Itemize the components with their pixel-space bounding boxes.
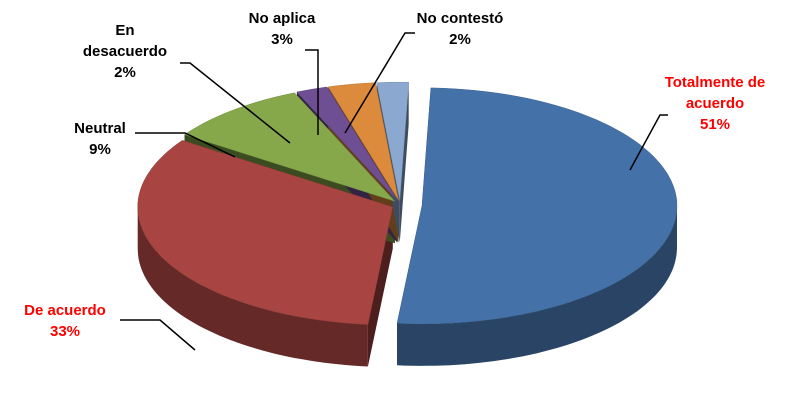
value-label: 3%	[271, 31, 293, 48]
value-label: 51%	[699, 116, 731, 133]
slice-wall	[399, 82, 409, 243]
value-label: 2%	[449, 31, 471, 48]
category-label: De acuerdo	[24, 302, 106, 319]
leader-line	[180, 62, 291, 144]
slice	[183, 92, 396, 202]
value-label: 33%	[49, 323, 81, 340]
leader-line	[120, 319, 196, 351]
leader-lines	[120, 32, 668, 351]
leader-line	[344, 32, 415, 134]
slice-side	[397, 205, 677, 366]
leader-line	[629, 114, 668, 171]
category-label: No aplica	[248, 10, 316, 27]
category-label: Totalmente de acuerdo	[664, 74, 766, 112]
pie	[137, 81, 678, 367]
slice	[376, 81, 409, 201]
leader-line	[135, 132, 236, 158]
leader-line	[305, 49, 319, 135]
value-label: 9%	[89, 141, 111, 158]
category-label: En desacuerdo	[82, 22, 168, 60]
slice-label: En desacuerdo 2%	[78, 20, 173, 83]
slice-label: De acuerdo 33%	[5, 300, 125, 342]
slice-label: No aplica 3%	[232, 8, 332, 50]
slice	[296, 86, 398, 201]
slice-label: No contestó 2%	[405, 8, 515, 50]
slice	[396, 87, 678, 325]
value-label: 2%	[114, 64, 136, 81]
slice-side	[137, 207, 368, 367]
slice	[137, 140, 393, 325]
slice-label: Neutral 9%	[50, 118, 150, 160]
slice-label: Totalmente de acuerdo 51%	[645, 72, 785, 135]
category-label: Neutral	[74, 120, 126, 137]
slice	[327, 82, 399, 201]
category-label: No contestó	[416, 10, 504, 27]
